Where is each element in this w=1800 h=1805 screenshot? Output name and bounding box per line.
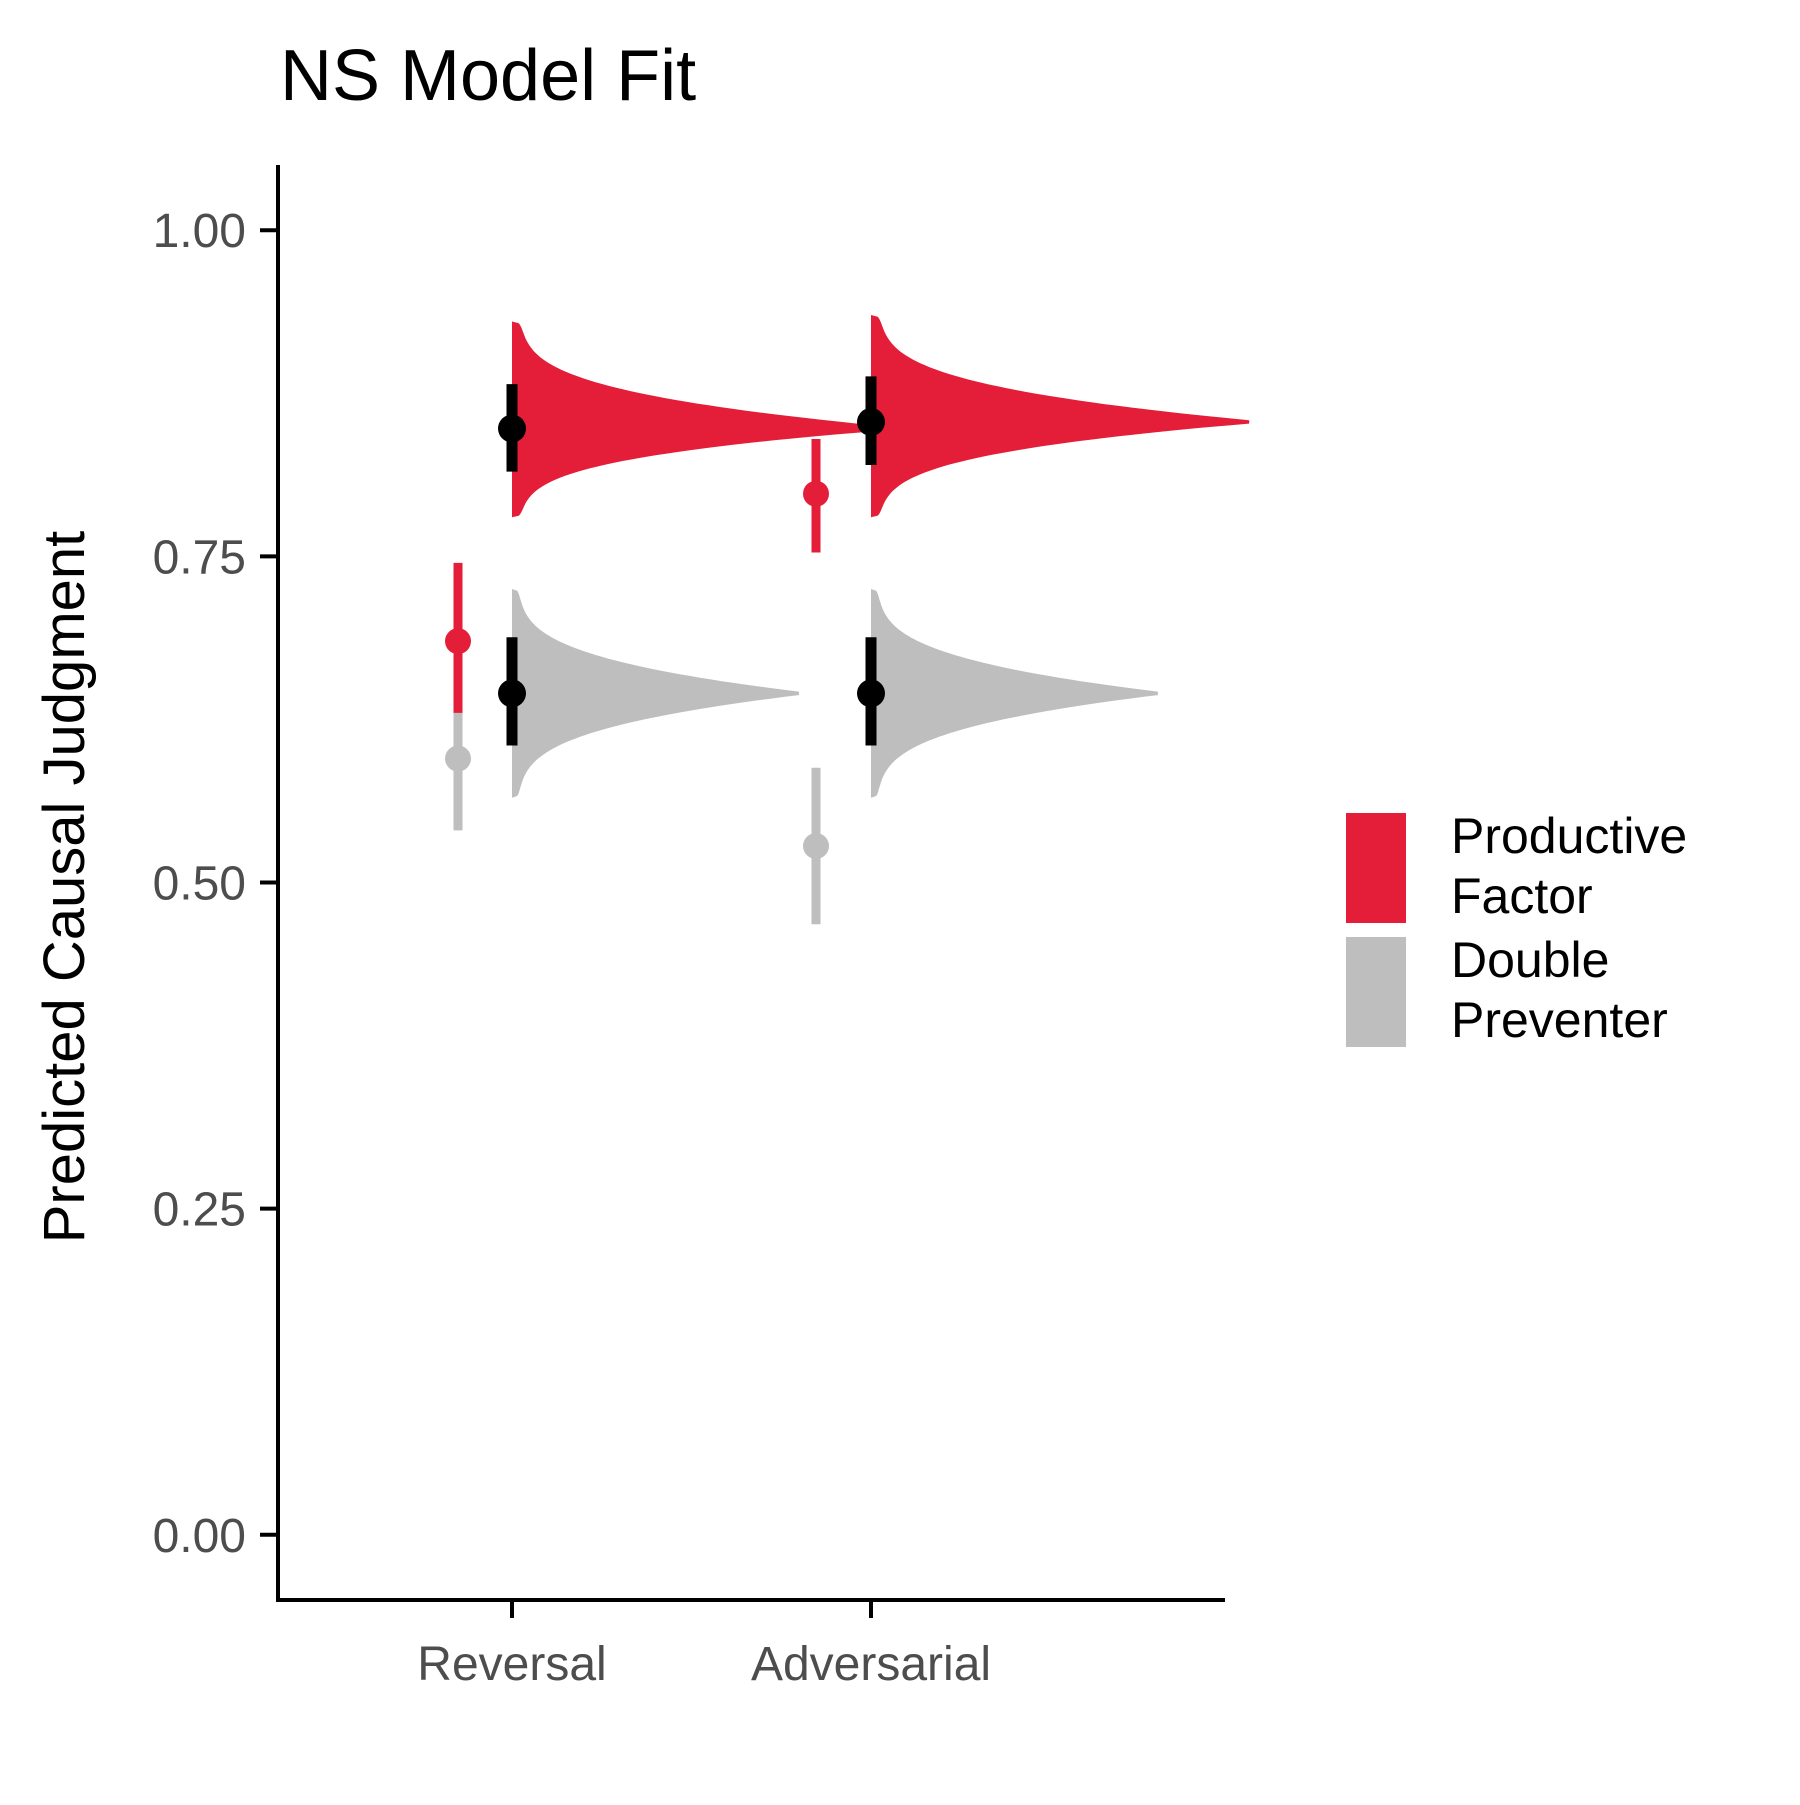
model-density-double-preventer <box>512 588 799 798</box>
y-tick-label: 0.00 <box>153 1510 246 1563</box>
model-density-productive-factor <box>512 321 891 518</box>
model-density-productive-factor <box>871 315 1250 518</box>
legend-key <box>1346 937 1406 1047</box>
model-density-double-preventer <box>871 588 1158 798</box>
x-tick-label: Reversal <box>417 1638 606 1691</box>
y-tick-label: 1.00 <box>153 205 246 258</box>
observed-point-productive-factor <box>803 480 829 507</box>
model-point-productive-factor <box>857 407 885 436</box>
observed-point-double-preventer <box>445 745 471 772</box>
plot-area: 0.00 0.25 0.50 0.75 1.00 Reversal Adversarial <box>153 165 1250 1691</box>
legend-label: Double <box>1451 932 1609 988</box>
y-tick-label: 0.50 <box>153 858 246 911</box>
legend-label: Preventer <box>1451 992 1668 1048</box>
observed-point-double-preventer <box>803 832 829 859</box>
y-tick-label: 0.75 <box>153 531 246 584</box>
chart-title: NS Model Fit <box>280 36 696 116</box>
x-tick-label: Adversarial <box>751 1638 991 1691</box>
observed-point-productive-factor <box>445 628 471 655</box>
y-axis-label: Predicted Causal Judgment <box>32 531 97 1244</box>
model-point-productive-factor <box>498 414 526 443</box>
model-point-double-preventer <box>857 679 885 708</box>
legend-label: Productive <box>1451 808 1687 864</box>
model-point-double-preventer <box>498 679 526 708</box>
y-tick-label: 0.25 <box>153 1184 246 1237</box>
legend-label: Factor <box>1451 868 1593 924</box>
legend-key <box>1346 813 1406 923</box>
